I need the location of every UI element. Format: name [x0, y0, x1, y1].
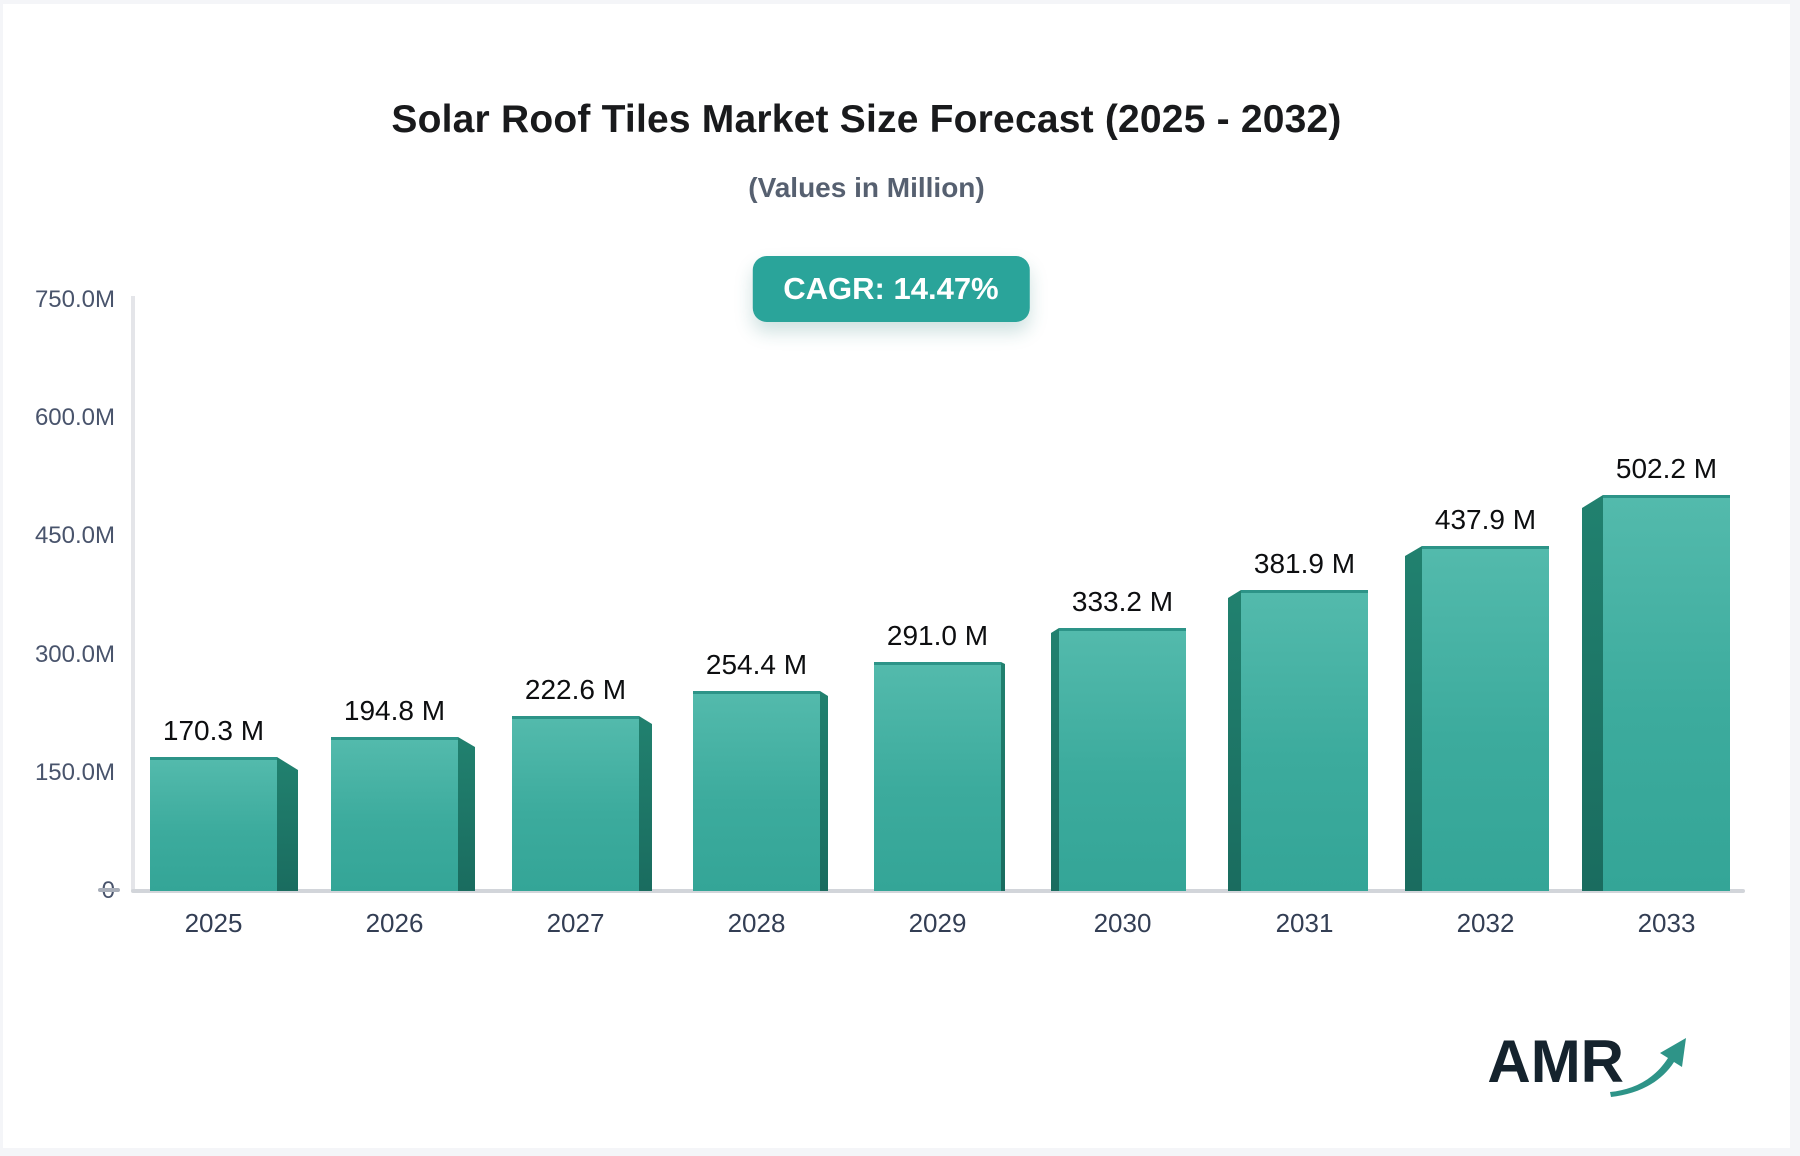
bar-2029: 291.0 M 2029	[874, 620, 1005, 938]
x-axis-year-label: 2030	[1093, 908, 1152, 938]
bar-2031: 381.9 M 2031	[1228, 548, 1368, 938]
bar-2032: 437.9 M 2032	[1405, 504, 1549, 938]
growth-arrow-icon	[1610, 1038, 1686, 1097]
x-axis-year-label: 2026	[365, 908, 424, 938]
bar-side-3d	[820, 691, 828, 891]
bar-side-3d	[277, 757, 298, 891]
chart-title: Solar Roof Tiles Market Size Forecast (2…	[391, 98, 1342, 141]
bar-face	[1241, 590, 1368, 891]
x-axis-line	[131, 889, 1745, 893]
bar-value-label: 170.3 M	[162, 715, 265, 746]
bar-face	[874, 662, 1001, 891]
bar-face	[693, 691, 820, 891]
chart-card: Solar Roof Tiles Market Size Forecast (2…	[3, 4, 1790, 1148]
bar-side-3d	[1001, 662, 1005, 891]
bar-2025: 170.3 M 2025	[150, 715, 298, 938]
bar-side-3d	[1582, 495, 1603, 891]
zero-tick-mark	[98, 888, 120, 892]
x-axis-year-label: 2027	[546, 908, 605, 938]
y-axis-tick-label: 600.0M	[34, 404, 115, 432]
x-axis-year-label: 2031	[1275, 908, 1334, 938]
bar-2027: 222.6 M 2027	[512, 674, 652, 938]
bar-2028: 254.4 M 2028	[693, 649, 828, 938]
amr-logo-text: AMR	[1487, 1028, 1624, 1095]
x-axis-year-label: 2029	[908, 908, 967, 938]
bar-2030: 333.2 M 2030	[1051, 586, 1186, 938]
y-axis-tick-label: 300.0M	[34, 640, 115, 668]
bar-value-label: 254.4 M	[705, 649, 808, 680]
bar-value-label: 333.2 M	[1071, 586, 1174, 617]
bar-side-3d	[1405, 546, 1422, 891]
chart-subtitle: (Values in Million)	[748, 172, 985, 203]
cagr-badge: CAGR: 14.47%	[752, 256, 1030, 322]
bar-face	[331, 737, 458, 891]
y-axis-tick-label: 750.0M	[34, 286, 115, 313]
bar-face	[1422, 546, 1549, 891]
bar-side-3d	[458, 737, 475, 891]
bar-side-3d	[639, 716, 652, 891]
amr-logo: AMR	[1487, 1032, 1692, 1100]
bar-value-label: 437.9 M	[1434, 504, 1537, 535]
y-axis-tick-label: 450.0M	[34, 522, 115, 550]
bar-side-3d	[1051, 628, 1059, 891]
bar-value-label: 381.9 M	[1253, 548, 1356, 579]
x-axis-year-label: 2025	[184, 908, 243, 938]
bar-2026: 194.8 M 2026	[331, 695, 475, 938]
bar-face	[1603, 495, 1730, 891]
bar-face	[1059, 628, 1186, 891]
bar-face	[150, 757, 277, 891]
x-axis-year-label: 2032	[1456, 908, 1515, 938]
bar-value-label: 222.6 M	[524, 674, 627, 705]
y-axis-line	[131, 296, 135, 891]
bar-face	[512, 716, 639, 891]
bar-value-label: 194.8 M	[343, 695, 446, 726]
x-axis-year-label: 2028	[727, 908, 786, 938]
bar-2033: 502.2 M 2033	[1582, 453, 1730, 938]
bar-value-label: 502.2 M	[1615, 453, 1718, 484]
bar-value-label: 291.0 M	[886, 620, 989, 651]
y-axis-tick-label: 150.0M	[34, 758, 115, 786]
x-axis-year-label: 2033	[1637, 908, 1696, 938]
bar-side-3d	[1228, 590, 1241, 891]
